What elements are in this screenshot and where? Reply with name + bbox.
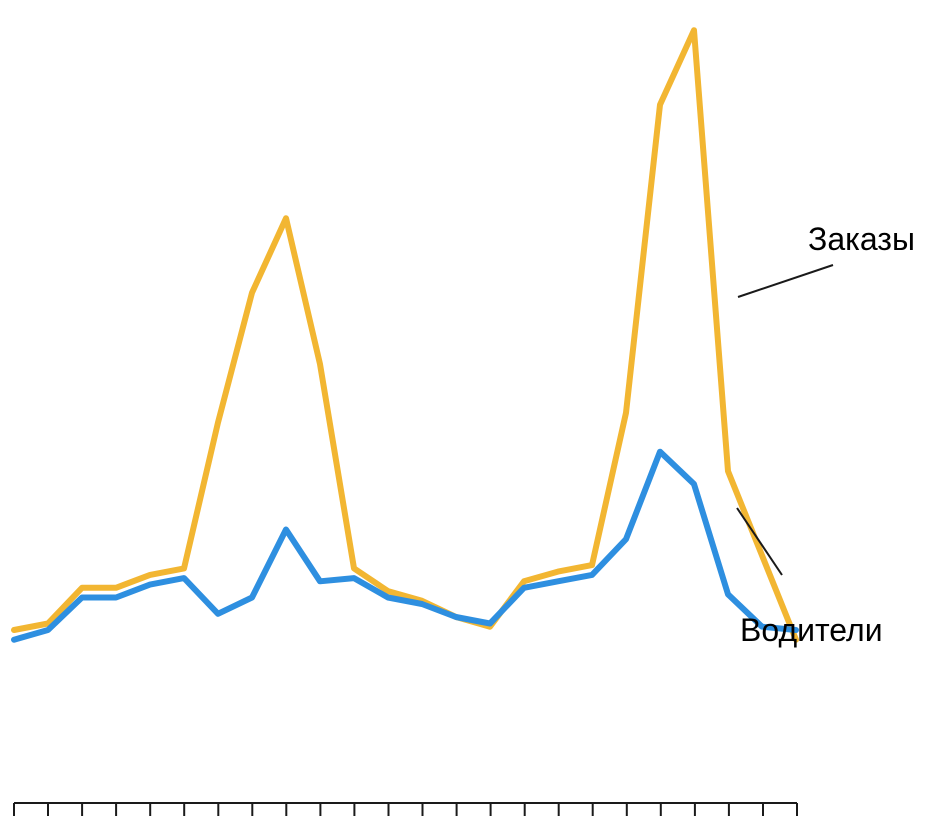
legend-label-drivers: Водители [740, 612, 883, 648]
legend-leader-orders [737, 264, 834, 298]
x-axis-ticks [13, 803, 798, 816]
legend: Заказы Водители [736, 221, 915, 648]
series-line-orders [11, 27, 799, 643]
series-group [11, 27, 799, 643]
legend-leader-drivers [736, 507, 783, 576]
series-line-drivers [11, 448, 799, 643]
legend-label-orders: Заказы [808, 221, 915, 257]
x-axis [13, 802, 798, 816]
